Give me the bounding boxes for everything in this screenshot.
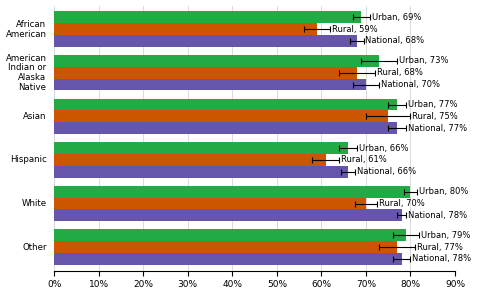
Text: National, 66%: National, 66% bbox=[357, 167, 416, 176]
Text: National, 77%: National, 77% bbox=[408, 124, 467, 133]
Text: National, 78%: National, 78% bbox=[408, 211, 467, 220]
Text: Urban, 79%: Urban, 79% bbox=[421, 231, 470, 240]
Bar bbox=[54, 230, 406, 241]
Text: Rural, 75%: Rural, 75% bbox=[412, 112, 458, 121]
Bar bbox=[54, 12, 361, 23]
Bar bbox=[54, 122, 397, 134]
Text: Urban, 73%: Urban, 73% bbox=[399, 56, 448, 65]
Bar bbox=[54, 110, 388, 122]
Text: Rural, 70%: Rural, 70% bbox=[379, 199, 425, 208]
Bar bbox=[54, 67, 357, 79]
Bar bbox=[54, 253, 402, 265]
Bar bbox=[54, 142, 348, 154]
Bar bbox=[54, 154, 326, 166]
Text: National, 78%: National, 78% bbox=[412, 254, 471, 263]
Bar bbox=[54, 79, 366, 91]
Bar bbox=[54, 198, 366, 209]
Text: National, 70%: National, 70% bbox=[381, 80, 440, 89]
Text: National, 68%: National, 68% bbox=[365, 37, 425, 45]
Bar bbox=[54, 209, 402, 221]
Text: Urban, 77%: Urban, 77% bbox=[408, 100, 457, 109]
Text: Urban, 66%: Urban, 66% bbox=[359, 144, 408, 153]
Bar bbox=[54, 241, 397, 253]
Bar bbox=[54, 23, 317, 35]
Text: Rural, 61%: Rural, 61% bbox=[341, 155, 387, 164]
Text: Urban, 69%: Urban, 69% bbox=[372, 13, 421, 22]
Bar bbox=[54, 186, 410, 198]
Text: Urban, 80%: Urban, 80% bbox=[419, 187, 468, 196]
Bar bbox=[54, 55, 379, 67]
Text: Rural, 77%: Rural, 77% bbox=[417, 242, 463, 252]
Text: Rural, 68%: Rural, 68% bbox=[377, 68, 422, 77]
Bar bbox=[54, 166, 348, 178]
Bar bbox=[54, 99, 397, 110]
Text: Rural, 59%: Rural, 59% bbox=[332, 25, 378, 34]
Bar bbox=[54, 35, 357, 47]
